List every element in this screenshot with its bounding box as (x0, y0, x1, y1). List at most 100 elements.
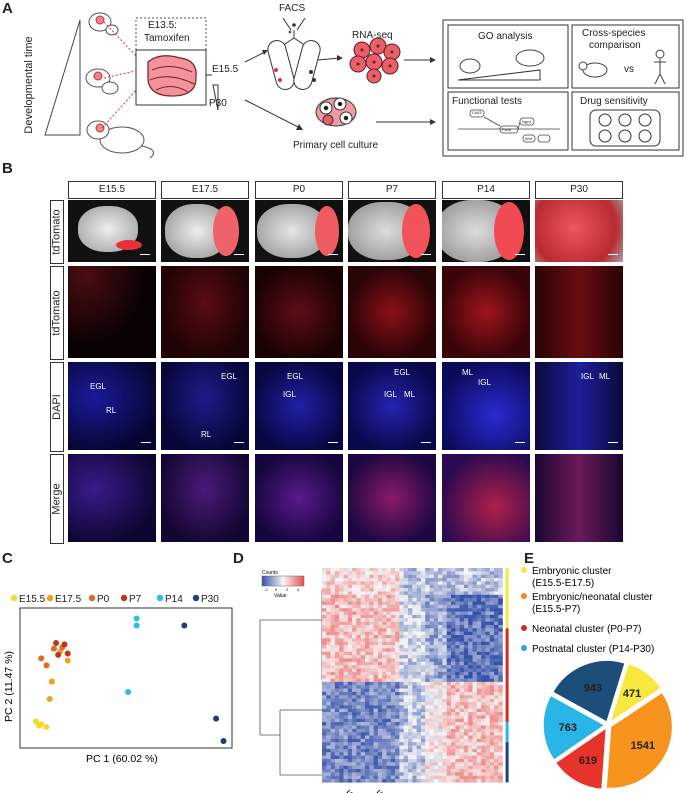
legend-label: E17.5 (55, 594, 82, 605)
legend-marker (521, 645, 527, 651)
brain-image-p30 (535, 200, 623, 262)
data-point (32, 718, 39, 725)
col-header-p14: P14 (442, 181, 530, 199)
section-dapi-p30: IGL ML (535, 362, 623, 450)
data-point (43, 724, 50, 730)
row-label-tdtomato: tdTomato (50, 266, 64, 360)
col-header-p7: P7 (348, 181, 436, 199)
functional-mini-label: Ngn1 (522, 119, 532, 124)
legend-marker (192, 594, 200, 602)
layer-label: IGL (283, 390, 296, 399)
functional-mini-label: Pax6 (502, 127, 512, 132)
section-tdtomato-p7 (348, 266, 436, 358)
data-point (48, 678, 55, 685)
panel-a-graphic (44, 12, 684, 159)
section-merge-p0 (255, 454, 343, 542)
data-point (125, 689, 132, 695)
data-point (220, 738, 227, 744)
key-tick: -2 (264, 587, 268, 592)
slice-label: 1541 (630, 740, 654, 752)
pie-slice (542, 694, 607, 762)
legend-marker (156, 594, 164, 602)
heatmap-cells (322, 568, 503, 783)
cluster-bar (505, 628, 509, 723)
slice-label: 763 (559, 722, 577, 734)
row-label-merge: Merge (50, 454, 64, 544)
section-dapi-p7: EGL IGL ML (348, 362, 436, 450)
legend-marker (10, 594, 18, 602)
key-title: Counts (262, 570, 278, 576)
primary-culture-label: Primary cell culture (293, 140, 379, 151)
data-point (181, 622, 188, 629)
layer-label: ML (462, 368, 474, 377)
col-header-e155: E15.5 (68, 181, 156, 199)
legend-marker (46, 594, 54, 602)
brain-image-p0 (255, 200, 343, 262)
legend-marker (120, 594, 128, 602)
section-dapi-e175: EGL RL (161, 362, 249, 450)
panel-d-label: D (233, 550, 244, 567)
section-merge-e155 (68, 454, 156, 542)
layer-label: RL (106, 406, 117, 415)
layer-label: ML (404, 390, 416, 399)
key-axis-label: Value (274, 593, 287, 599)
y-axis-label: PC 2 (11.47 %) (3, 651, 15, 722)
functional-tests-label: Functional tests (452, 96, 523, 107)
brain-image-e175 (161, 200, 249, 262)
layer-label: EGL (394, 368, 411, 377)
data-point (38, 655, 45, 662)
legend-label: Embryonic/neonatal cluster (532, 592, 653, 603)
color-key (261, 575, 305, 587)
tamoxifen-label-2: Tamoxifen (144, 33, 190, 44)
legend-marker (521, 593, 527, 599)
e155-label: E15.5 (212, 64, 239, 75)
legend-label: Neonatal cluster (P0-P7) (532, 624, 642, 635)
x-tick-label: E17.5 (358, 788, 387, 793)
layer-label: EGL (90, 382, 107, 391)
section-merge-p30 (535, 454, 623, 542)
functional-mini-label: Wnt (525, 136, 533, 141)
legend-label: Postnatal cluster (P14-P30) (532, 644, 654, 655)
col-header-p0: P0 (255, 181, 343, 199)
data-point (55, 651, 62, 658)
panel-a-label: A (2, 0, 13, 17)
col-header-e175: E17.5 (161, 181, 249, 199)
embryo-icon (88, 12, 119, 36)
data-point (61, 641, 68, 648)
layer-label: EGL (287, 372, 304, 381)
legend-label: (E15.5-P7) (532, 604, 580, 615)
row-label-tdtomato-whole: tdTomato (50, 200, 64, 264)
layer-label: IGL (478, 378, 491, 387)
legend-label: E15.5 (19, 594, 46, 605)
legend-label: P7 (129, 594, 142, 605)
panel-e-label: E (524, 550, 535, 567)
pie-slice (605, 691, 674, 790)
facs-label: FACS (279, 3, 306, 14)
rnaseq-label: RNA-seq (352, 30, 393, 41)
pca-chart: E15.5 E17.5 P0 P7 P14 P30 PC 1 (60.02 %) PC 2 (… (3, 594, 233, 765)
pie-slice (608, 662, 663, 725)
section-dapi-e155: EGL RL (68, 362, 156, 450)
culture-cells-icon (315, 97, 357, 127)
cluster-bar (505, 568, 509, 629)
vs-label: vs (624, 64, 634, 75)
data-point (53, 640, 60, 646)
p30-label: P30 (209, 98, 227, 109)
dendrogram (259, 589, 332, 776)
col-header-p30: P30 (535, 181, 623, 199)
section-tdtomato-p30 (535, 266, 623, 358)
drug-sensitivity-label: Drug sensitivity (580, 96, 648, 107)
pie-slice (554, 726, 608, 791)
panel-b-label: B (2, 160, 13, 177)
legend-label: Embryonic cluster (532, 566, 612, 577)
slice-label: 619 (579, 755, 597, 767)
data-point (213, 715, 220, 722)
dev-time-wedge (44, 19, 81, 136)
pie-chart: Embryonic cluster(E15.5-E17.5) Embryonic/… (521, 566, 674, 791)
pie-slice (551, 659, 627, 724)
section-tdtomato-p14 (442, 266, 530, 358)
tamoxifen-label-1: E13.5: (148, 20, 177, 31)
brain-image-p7 (348, 200, 436, 262)
plot-frame (19, 607, 233, 749)
row-label-dapi: DAPI (50, 362, 64, 452)
